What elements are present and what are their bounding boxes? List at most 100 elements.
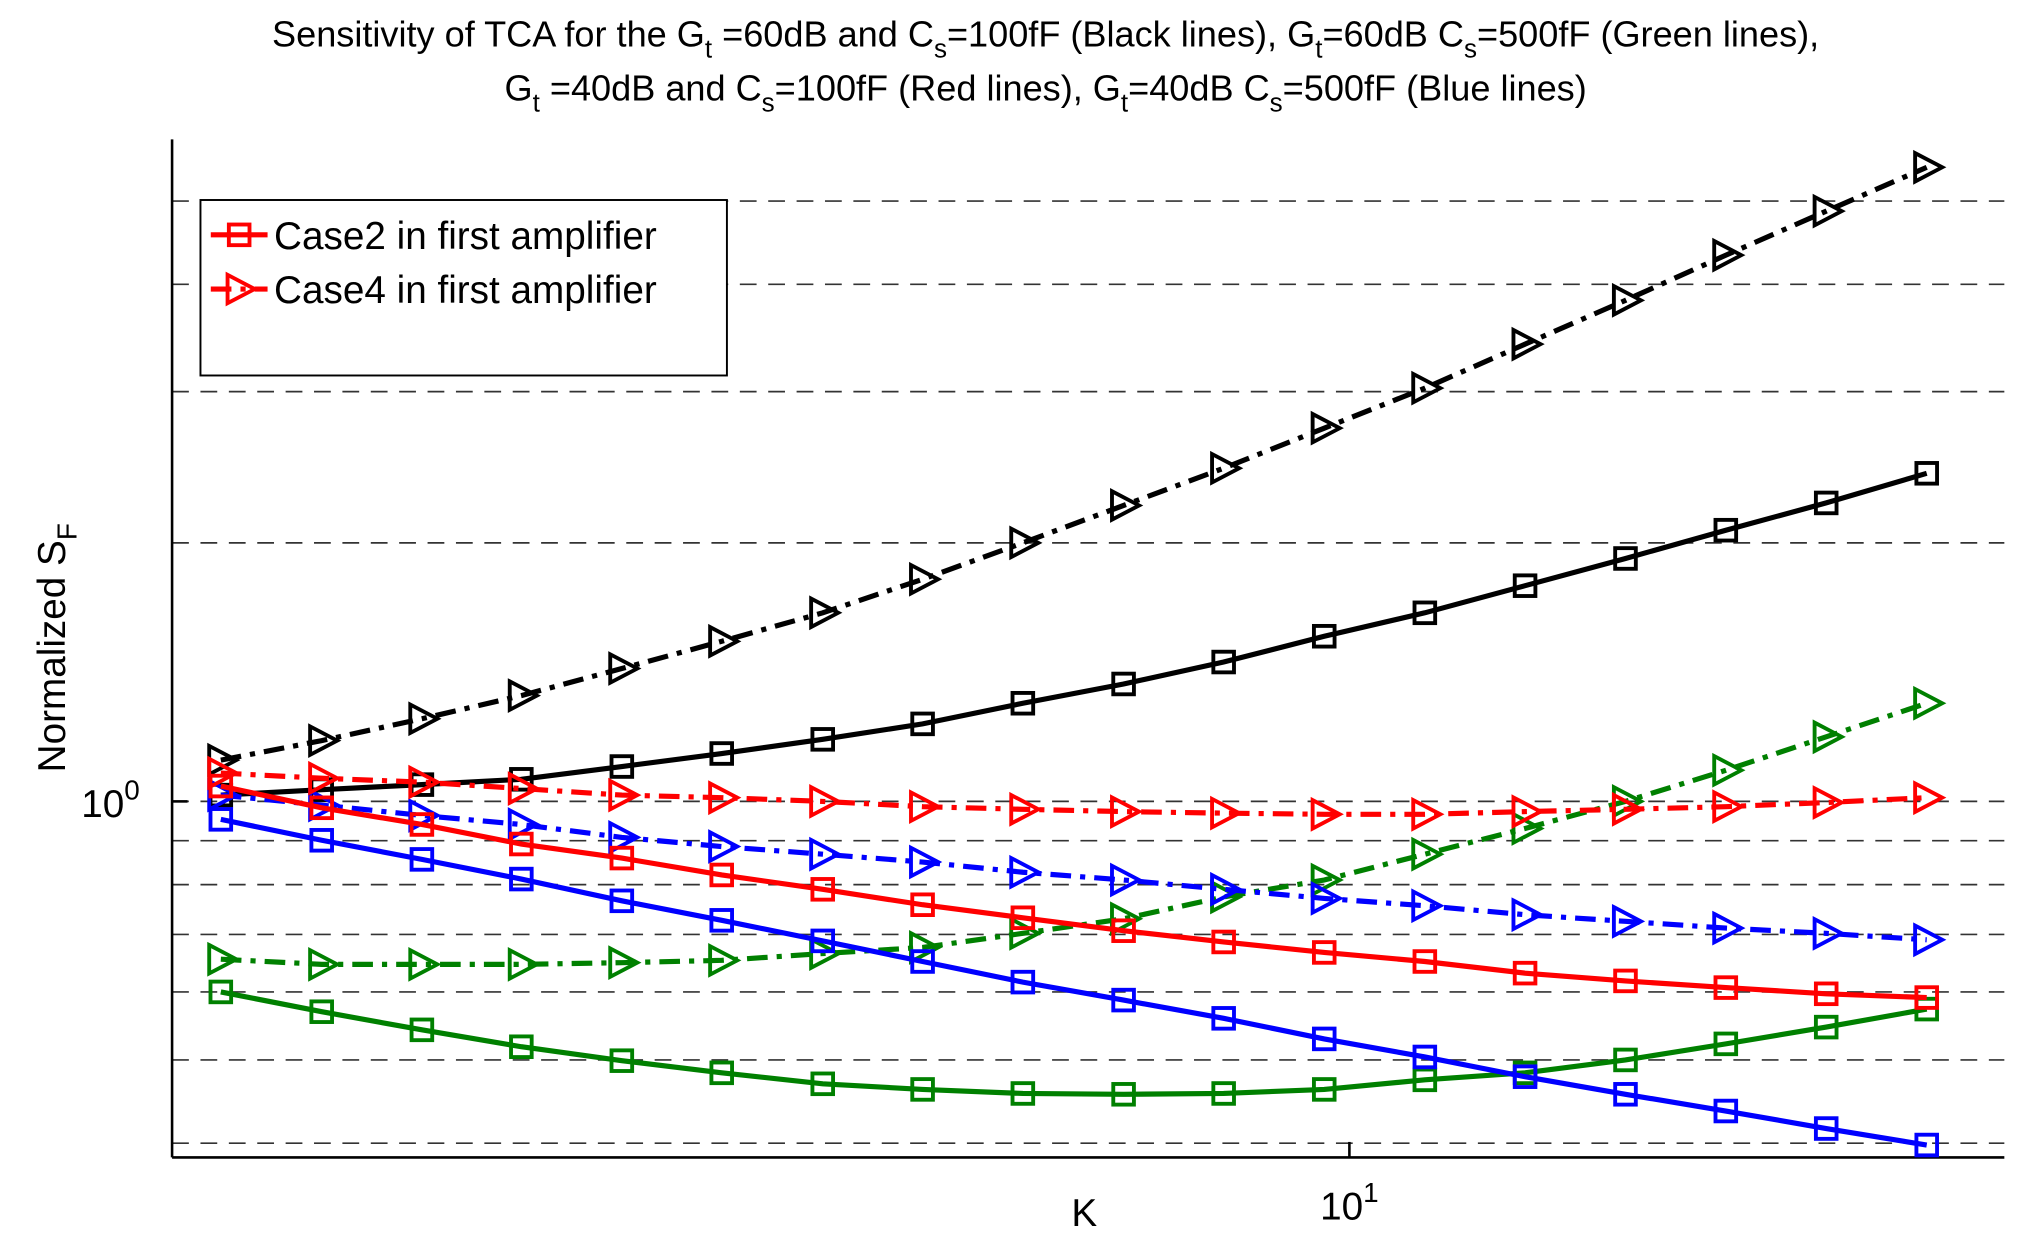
marker-square [810, 877, 836, 902]
marker-triangle [1310, 862, 1344, 898]
marker-square [1211, 1081, 1236, 1106]
marker-triangle [1712, 910, 1746, 946]
marker-triangle [1411, 836, 1445, 872]
marker-square [709, 741, 734, 766]
marker-triangle [1009, 791, 1043, 827]
marker-square [609, 888, 635, 914]
text-part: 10 [1320, 1185, 1363, 1228]
marker-square [910, 711, 935, 737]
marker-square [1914, 985, 1939, 1010]
marker-triangle [1812, 719, 1846, 755]
text-part: G [505, 68, 533, 109]
x-tick-label: 101 [1320, 1177, 1379, 1228]
marker-square [609, 1048, 635, 1073]
marker-triangle [708, 623, 742, 659]
marker-triangle [1812, 193, 1846, 229]
marker-square [1613, 1082, 1638, 1107]
marker-triangle [1009, 525, 1043, 561]
marker-triangle [1310, 410, 1344, 446]
marker-triangle [708, 829, 742, 864]
marker-square [1713, 517, 1739, 543]
marker-square [1211, 1006, 1236, 1031]
marker-triangle [608, 651, 642, 686]
text-script: t [705, 33, 713, 63]
marker-triangle [909, 561, 943, 597]
marker-square [1111, 671, 1136, 697]
marker-square [409, 1017, 435, 1043]
marker-triangle [809, 936, 843, 971]
marker-triangle [1210, 450, 1244, 486]
text-script: s [1464, 33, 1477, 63]
legend-box [199, 199, 728, 377]
marker-square [208, 807, 234, 832]
y-axis-label: Normalized SF [31, 523, 83, 772]
marker-triangle [507, 946, 542, 982]
marker-square [709, 1060, 734, 1086]
marker-square [910, 1077, 935, 1102]
marker-triangle [1913, 780, 1947, 816]
marker-square [309, 999, 334, 1024]
marker-square [208, 979, 234, 1005]
marker-triangle [507, 678, 542, 713]
marker-square [1211, 929, 1236, 955]
marker-square [1211, 649, 1236, 675]
marker-triangle [1611, 282, 1646, 318]
marker-triangle [1110, 862, 1144, 898]
marker-square [409, 812, 435, 837]
marker-triangle [507, 807, 542, 842]
text-script: t [1121, 87, 1129, 117]
legend-label: Case2 in first amplifier [274, 215, 657, 258]
marker-square [509, 831, 534, 857]
x-axis-label: K [1071, 1192, 1097, 1235]
series-line [220, 792, 1927, 943]
marker-square [226, 222, 252, 248]
text-part: =60dB C [1322, 13, 1464, 54]
marker-square [1914, 1132, 1939, 1158]
marker-triangle [909, 844, 943, 880]
marker-triangle [1511, 794, 1545, 829]
marker-triangle [1110, 794, 1144, 829]
marker-triangle [1511, 897, 1545, 933]
marker-triangle [809, 784, 843, 819]
marker-square [1311, 1026, 1337, 1052]
marker-square [1813, 490, 1839, 516]
marker-triangle [1110, 488, 1144, 523]
text-part: =40dB and C [540, 68, 762, 109]
series-line [220, 700, 1928, 967]
marker-square [910, 892, 935, 917]
marker-triangle [809, 595, 843, 631]
marker-triangle [1511, 811, 1545, 846]
marker-square [1813, 1116, 1839, 1141]
marker-triangle [207, 941, 241, 977]
marker-triangle [1913, 922, 1947, 958]
marker-square [1010, 905, 1036, 931]
marker-triangle [507, 771, 542, 806]
marker-square [1713, 1031, 1739, 1057]
marker-square [1311, 1077, 1337, 1102]
marker-square [1813, 981, 1839, 1007]
marker-triangle [909, 930, 943, 965]
text-script: 0 [124, 774, 140, 805]
marker-square [1311, 623, 1337, 649]
marker-triangle [708, 942, 742, 978]
y-tick-label: 100 [81, 774, 140, 825]
marker-triangle [408, 764, 442, 800]
text-part: =60dB and C [712, 13, 934, 54]
marker-triangle [1712, 237, 1746, 273]
marker-triangle [1611, 903, 1646, 939]
marker-triangle [308, 946, 342, 982]
marker-triangle [1009, 854, 1043, 890]
series-line [220, 816, 1928, 1148]
marker-square [1111, 1082, 1136, 1107]
marker-square [309, 828, 334, 853]
chart-title: Gt =40dB and Cs=100fF (Red lines), Gt=40… [505, 68, 1587, 118]
marker-triangle [1812, 915, 1846, 951]
marker-square [1010, 969, 1036, 995]
marker-triangle [1310, 796, 1344, 832]
marker-triangle [608, 777, 642, 813]
text-part: Sensitivity of TCA for the G [272, 13, 705, 54]
marker-square [910, 949, 935, 974]
marker-triangle [1913, 149, 1947, 185]
marker-square [1813, 1014, 1839, 1040]
